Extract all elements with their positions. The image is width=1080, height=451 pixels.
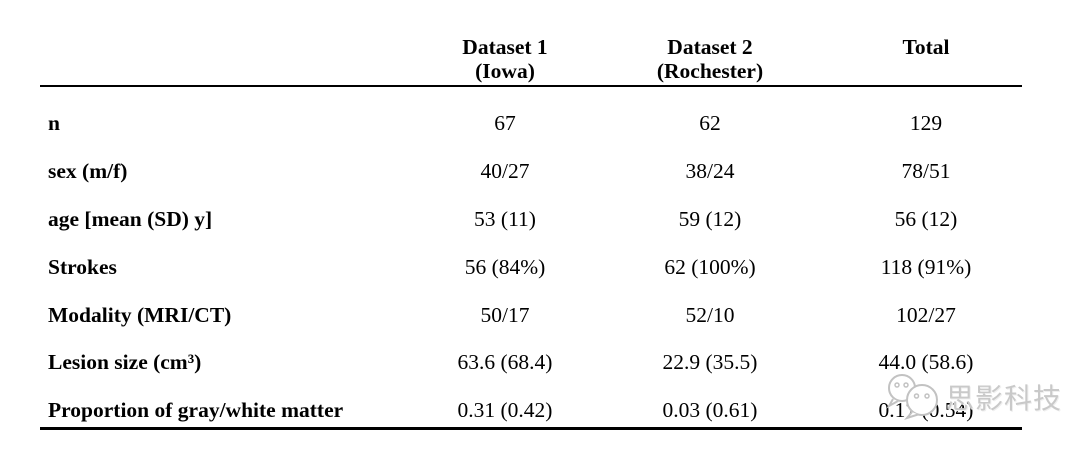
cell-value: 44.0 (58.6) [878, 350, 974, 375]
cell-value: 118 (91%) [880, 254, 972, 279]
cell-value: 63.6 (68.4) [457, 350, 553, 375]
header-cell-empty [40, 35, 420, 85]
cell-value: 56 (12) [894, 206, 958, 231]
cell-value: 102/27 [896, 302, 956, 327]
header-total-line1: Total [902, 35, 950, 59]
cell-value: 59 (12) [678, 206, 742, 231]
header-dataset1-line1: Dataset 1 [462, 35, 548, 59]
cell-value: 78/51 [901, 159, 951, 184]
demographics-table: Dataset 1 (Iowa) Dataset 2 (Rochester) T… [40, 0, 1022, 451]
cell-value: 22.9 (35.5) [662, 350, 758, 375]
header-cell-total: Total [830, 35, 1022, 85]
table-body: n 67 62 129 sex (m/f) 40/27 38/24 78/51 … [40, 87, 1022, 435]
cell-value: 52/10 [685, 302, 735, 327]
table-bottom-rule [40, 427, 1022, 430]
table-row-sex: sex (m/f) 40/27 38/24 78/51 [40, 148, 1022, 196]
row-label: Lesion size (cm³) [48, 350, 202, 375]
row-label: Modality (MRI/CT) [48, 302, 232, 327]
row-label: sex (m/f) [48, 159, 128, 184]
cell-value: 0.31 (0.42) [457, 398, 553, 423]
cell-value: 53 (11) [474, 206, 536, 231]
cell-value: 67 [494, 111, 516, 136]
table-row-modality: Modality (MRI/CT) 50/17 52/10 102/27 [40, 291, 1022, 339]
table-row-lesion-size: Lesion size (cm³) 63.6 (68.4) 22.9 (35.5… [40, 339, 1022, 387]
cell-value: 62 (100%) [664, 254, 756, 279]
table-header-row: Dataset 1 (Iowa) Dataset 2 (Rochester) T… [40, 0, 1022, 87]
cell-value: 40/27 [480, 159, 530, 184]
header-cell-dataset1: Dataset 1 (Iowa) [420, 35, 590, 85]
header-dataset2-line2: (Rochester) [656, 59, 764, 83]
cell-value: 129 [909, 111, 943, 136]
table-row-strokes: Strokes 56 (84%) 62 (100%) 118 (91%) [40, 243, 1022, 291]
cell-value: 0.17 (0.54) [878, 398, 974, 423]
cell-value: 50/17 [480, 302, 530, 327]
table-row-age: age [mean (SD) y] 53 (11) 59 (12) 56 (12… [40, 196, 1022, 244]
cell-value: 56 (84%) [464, 254, 546, 279]
row-label: n [48, 111, 60, 136]
row-label: age [mean (SD) y] [48, 206, 213, 231]
row-label: Proportion of gray/white matter [48, 398, 344, 423]
cell-value: 62 [699, 111, 721, 136]
cell-value: 0.03 (0.61) [662, 398, 758, 423]
header-dataset1-line2: (Iowa) [475, 59, 535, 83]
header-dataset2-line1: Dataset 2 [667, 35, 753, 59]
row-label: Strokes [48, 254, 117, 279]
cell-value: 38/24 [685, 159, 735, 184]
table-row-n: n 67 62 129 [40, 100, 1022, 148]
header-cell-dataset2: Dataset 2 (Rochester) [590, 35, 830, 85]
